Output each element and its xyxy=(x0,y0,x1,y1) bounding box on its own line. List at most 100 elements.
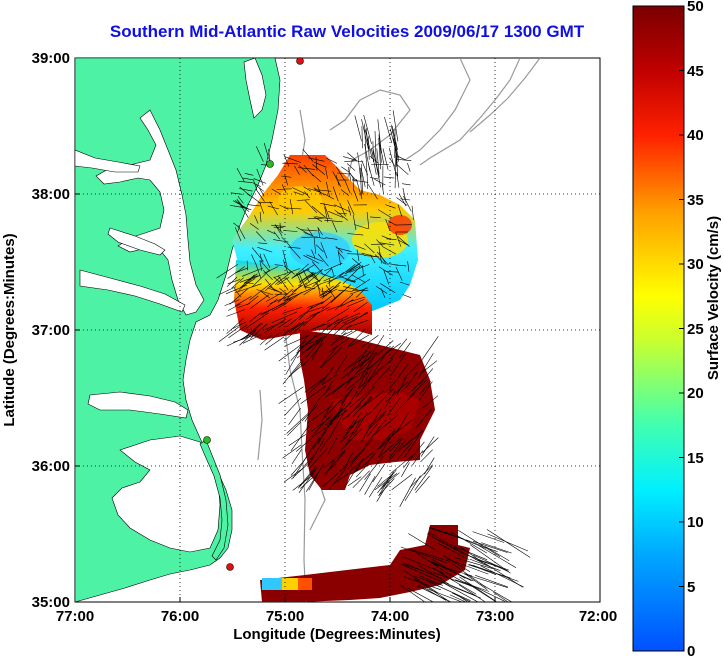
velocity-vector xyxy=(307,407,330,424)
velocity-vector xyxy=(266,298,278,308)
velocity-vector xyxy=(419,368,434,385)
velocity-vector xyxy=(397,236,410,247)
velocity-vector xyxy=(342,404,362,421)
velocity-vector xyxy=(249,223,259,230)
velocity-vector xyxy=(281,236,291,247)
velocity-vector xyxy=(390,454,414,474)
velocity-vector xyxy=(342,316,358,324)
velocity-vector xyxy=(239,275,258,283)
velocity-vector xyxy=(340,428,362,451)
velocity-vector xyxy=(326,315,348,327)
velocity-vector xyxy=(374,131,377,167)
velocity-vector xyxy=(347,362,357,376)
velocity-vector xyxy=(412,575,439,585)
velocity-vector xyxy=(237,225,246,240)
velocity-vector xyxy=(367,414,385,431)
velocity-vector xyxy=(239,188,253,192)
velocity-vector xyxy=(400,563,446,584)
velocity-vector xyxy=(352,258,363,268)
velocity-vector xyxy=(304,200,318,214)
velocity-vector xyxy=(253,178,267,184)
velocity-vector xyxy=(304,191,310,199)
velocity-vector xyxy=(420,436,435,457)
velocity-vector xyxy=(284,174,288,186)
velocity-vector xyxy=(351,311,368,323)
velocity-vector xyxy=(395,266,403,281)
velocity-vector xyxy=(387,220,396,226)
velocity-vector xyxy=(359,473,371,492)
velocity-vector xyxy=(395,232,402,247)
velocity-vector xyxy=(250,294,270,309)
velocity-vector xyxy=(306,301,325,309)
velocity-vector xyxy=(309,300,326,310)
velocity-vector xyxy=(415,475,430,493)
velocity-vector xyxy=(340,189,350,196)
velocity-vector xyxy=(226,309,246,317)
velocity-vector xyxy=(349,264,370,273)
velocity-vector xyxy=(317,253,329,267)
velocity-vector xyxy=(397,437,413,452)
velocity-vector xyxy=(282,306,303,314)
velocity-vector xyxy=(247,295,259,306)
velocity-vector xyxy=(338,289,353,292)
velocity-vector xyxy=(289,362,303,378)
velocity-vector xyxy=(416,408,433,428)
velocity-vector xyxy=(353,302,368,313)
velocity-vector xyxy=(383,176,395,179)
velocity-vector xyxy=(233,333,258,343)
velocity-vector xyxy=(469,584,497,602)
velocity-vector xyxy=(369,345,394,370)
x-tick-label: 74:00 xyxy=(371,608,409,625)
velocity-vector xyxy=(274,224,283,237)
velocity-vector xyxy=(277,288,293,303)
velocity-vector xyxy=(303,279,321,288)
velocity-vector xyxy=(301,236,318,238)
velocity-vector xyxy=(300,385,326,404)
velocity-vector xyxy=(401,462,410,477)
velocity-vector xyxy=(403,441,425,468)
velocity-vector xyxy=(431,567,454,582)
velocity-vector xyxy=(271,188,282,195)
velocity-vector xyxy=(340,389,353,403)
velocity-vector xyxy=(393,143,399,162)
velocity-vector xyxy=(264,336,285,351)
velocity-vector xyxy=(403,430,424,448)
velocity-vector xyxy=(302,148,314,162)
velocity-vector xyxy=(279,204,289,210)
velocity-vector xyxy=(275,225,283,234)
x-tick-label: 73:00 xyxy=(476,608,514,625)
velocity-vector xyxy=(377,428,396,450)
velocity-vector xyxy=(493,592,509,602)
velocity-vector xyxy=(265,292,283,302)
velocity-vector xyxy=(316,325,330,338)
velocity-vector xyxy=(334,389,351,419)
velocity-vector xyxy=(381,235,392,240)
velocity-vector xyxy=(312,268,333,288)
velocity-vector xyxy=(404,435,420,458)
velocity-vector xyxy=(259,187,265,197)
velocity-vector xyxy=(469,558,501,571)
velocity-vector xyxy=(320,346,343,368)
velocity-vector xyxy=(242,177,255,181)
velocity-vector xyxy=(459,576,498,602)
velocity-vector xyxy=(280,296,293,306)
potomac-river xyxy=(75,149,141,173)
velocity-vector xyxy=(329,338,350,352)
velocity-vector xyxy=(323,202,330,219)
velocity-vector xyxy=(249,282,272,301)
colorbar xyxy=(632,5,685,652)
velocity-vector xyxy=(294,165,300,175)
velocity-vector xyxy=(230,205,244,208)
velocity-vector xyxy=(367,334,385,361)
velocity-vector xyxy=(348,390,358,405)
velocity-vector xyxy=(347,200,355,215)
velocity-vector xyxy=(315,236,326,239)
x-tick-label: 75:00 xyxy=(266,608,304,625)
velocity-vector xyxy=(404,475,421,502)
velocity-vector xyxy=(234,227,242,242)
velocity-vector xyxy=(291,282,308,293)
velocity-vector xyxy=(229,288,248,305)
velocity-vector xyxy=(446,558,489,575)
velocity-vector xyxy=(480,565,524,588)
velocity-vector xyxy=(465,539,498,553)
